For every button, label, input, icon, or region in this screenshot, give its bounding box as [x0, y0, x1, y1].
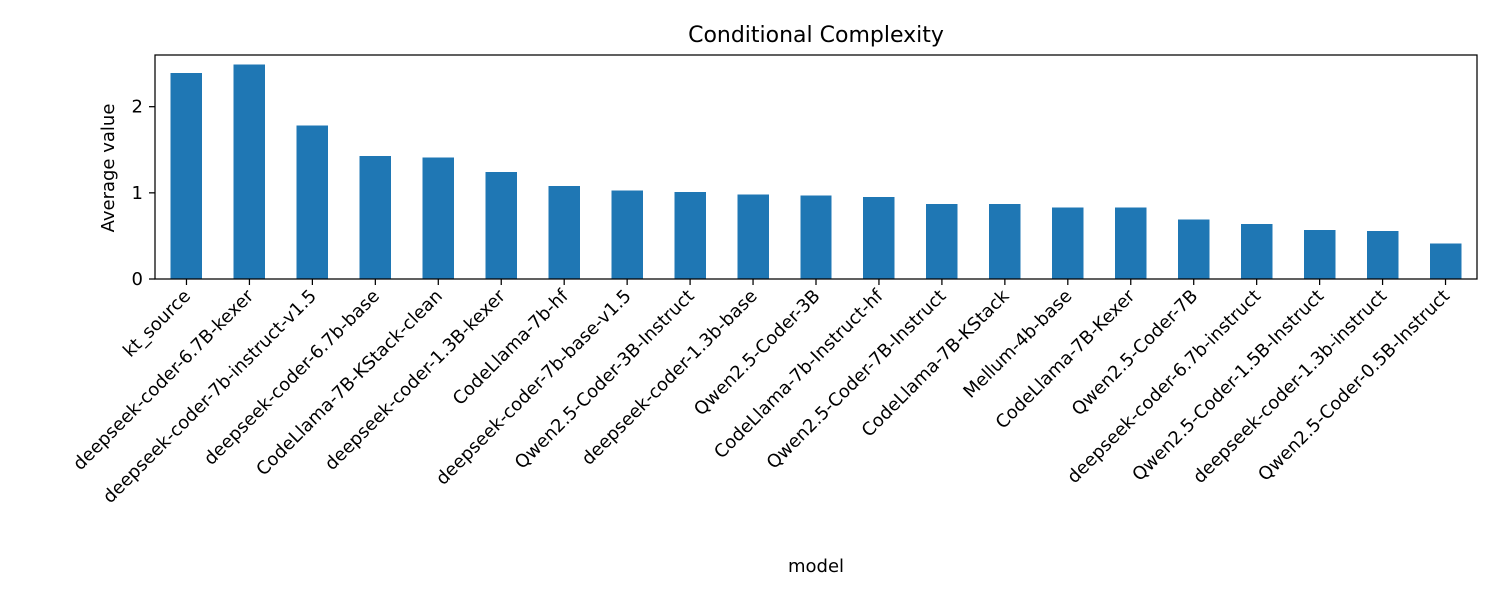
- bar-deepseek-coder-6.7b-base: [359, 155, 392, 279]
- bar-Qwen2.5-Coder-3B: [800, 195, 832, 279]
- bar-Qwen2.5-Coder-7B: [1177, 219, 1210, 279]
- bar-CodeLlama-7B-Kexer: [1115, 207, 1147, 279]
- bar-Mellum-4b-base: [1052, 207, 1084, 279]
- bar-Qwen2.5-Coder-7B-Instruct: [926, 204, 958, 279]
- bars-group: [170, 64, 1462, 280]
- bar-CodeLlama-7B-KStack: [989, 204, 1021, 279]
- bar-deepseek-coder-1.3B-kexer: [485, 172, 517, 279]
- bar-Qwen2.5-Coder-3B-Instruct: [674, 191, 706, 279]
- bar-CodeLlama-7B-KStack-clean: [422, 157, 455, 279]
- bar-CodeLlama-7b-Instruct-hf: [863, 197, 895, 279]
- bar-deepseek-coder-7b-instruct-v1.5: [296, 125, 329, 280]
- bar-deepseek-coder-7b-base-v1.5: [611, 190, 643, 279]
- bar-deepseek-coder-1.3b-instruct: [1366, 230, 1399, 279]
- bar-deepseek-coder-6.7B-kexer: [233, 64, 266, 279]
- bar-Qwen2.5-Coder-0.5B-Instruct: [1429, 243, 1462, 279]
- y-axis-label: Average value: [98, 104, 119, 233]
- y-tick-label: 0: [132, 269, 143, 290]
- bar-deepseek-coder-1.3b-base: [737, 194, 769, 279]
- y-tick-label: 2: [132, 97, 143, 118]
- chart-title: Conditional Complexity: [688, 23, 944, 48]
- bar-deepseek-coder-6.7b-instruct: [1240, 223, 1273, 279]
- bar-CodeLlama-7b-hf: [548, 185, 580, 279]
- x-tick-label: Mellum-4b-base: [959, 286, 1076, 403]
- y-ticks-group: 0 1 2: [132, 97, 155, 290]
- x-ticks-group: kt_sourcedeepseek-coder-6.7B-kexerdeepse…: [69, 279, 1454, 508]
- y-tick-label: 1: [132, 183, 143, 204]
- bar-Qwen2.5-Coder-1.5B-Instruct: [1303, 229, 1336, 279]
- x-axis-label: model: [788, 556, 844, 577]
- bar-kt_source: [170, 73, 203, 279]
- plot-frame: [154, 54, 1478, 280]
- x-tick-label: CodeLlama-7b-hf: [449, 285, 573, 409]
